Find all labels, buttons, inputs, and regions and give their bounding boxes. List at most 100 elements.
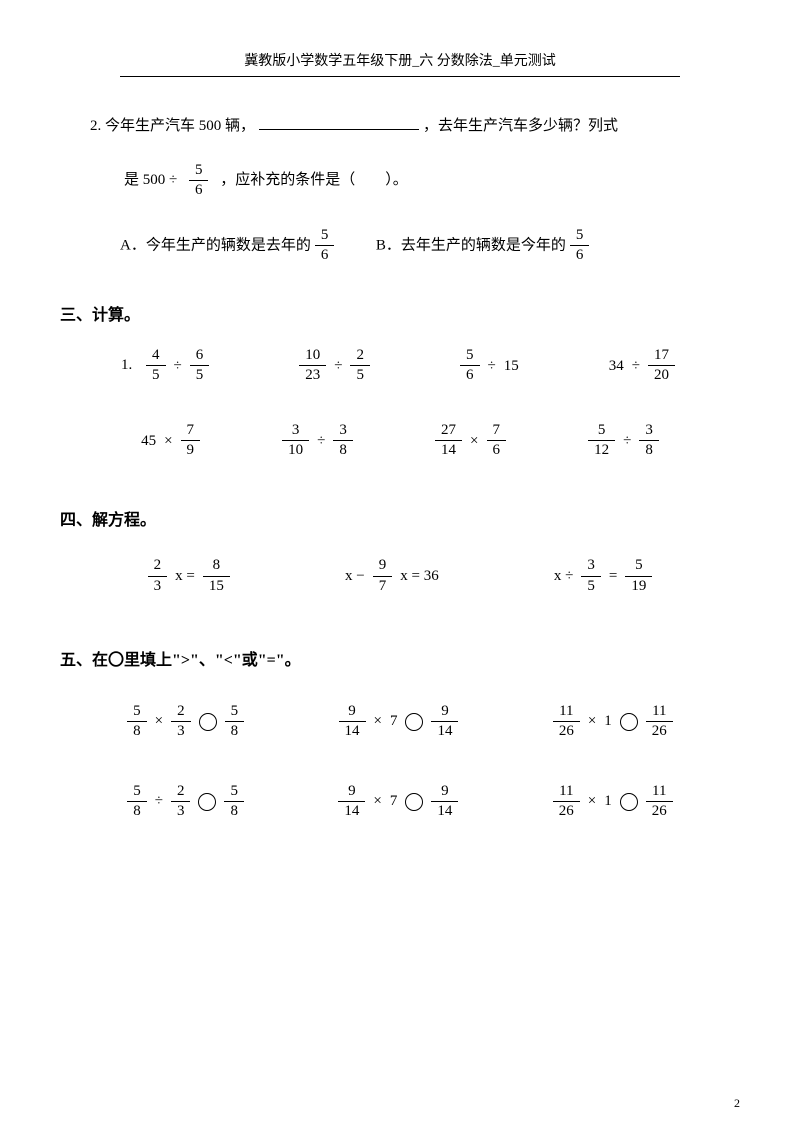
fraction: 914 — [431, 782, 458, 822]
fraction: 79 — [181, 421, 201, 461]
compare-circle — [620, 793, 638, 811]
frac-num: 11 — [553, 782, 580, 802]
operator: × — [588, 787, 596, 816]
operator: ÷ — [488, 352, 496, 381]
q2-label: 2. — [90, 118, 105, 134]
opt-b-text: 去年生产的辆数是今年的 — [401, 237, 566, 253]
q2-line2: 是 500 ÷ 5 6 ，应补充的条件是（ ）。 — [120, 161, 740, 201]
fraction: 58 — [127, 702, 147, 742]
whole-num: x = — [175, 562, 195, 591]
frac-den: 6 — [487, 440, 507, 461]
frac-den: 8 — [225, 721, 245, 742]
fraction: 38 — [333, 421, 353, 461]
compare-problem: 1126×11126 — [549, 782, 677, 822]
calc-problem: 1023÷25 — [295, 346, 374, 386]
frac-den: 3 — [171, 721, 191, 742]
frac-den: 26 — [553, 721, 580, 742]
compare-problem: 914×7914 — [335, 702, 463, 742]
frac-den: 5 — [581, 576, 601, 597]
compare-circle — [198, 793, 216, 811]
operator: ÷ — [317, 427, 325, 456]
frac-num: 9 — [431, 702, 458, 722]
frac-den: 26 — [646, 801, 673, 822]
fraction: 1126 — [553, 702, 580, 742]
compare-problem: 58×2358 — [123, 702, 248, 742]
frac-den: 20 — [648, 365, 675, 386]
compare-problem: 914×7914 — [334, 782, 462, 822]
frac-den: 26 — [646, 721, 673, 742]
q2-line1: 2. 今年生产汽车 500 辆，，去年生产汽车多少辆？列式 — [90, 112, 740, 141]
frac-den: 9 — [181, 440, 201, 461]
frac-num: 5 — [224, 782, 244, 802]
q2-frac: 5 6 — [189, 161, 209, 201]
frac-num: 7 — [181, 421, 201, 441]
frac-den: 6 — [460, 365, 480, 386]
fraction: 1126 — [646, 782, 673, 822]
operator: ÷ — [174, 352, 182, 381]
fraction: 914 — [339, 702, 366, 742]
frac-den: 14 — [338, 801, 365, 822]
frac-den: 26 — [553, 801, 580, 822]
frac-den: 15 — [203, 576, 230, 597]
fraction: 97 — [373, 556, 393, 596]
frac-den: 8 — [333, 440, 353, 461]
operator: × — [373, 787, 381, 816]
frac-den: 10 — [282, 440, 309, 461]
blank-underline — [259, 129, 419, 130]
calc-problem: 56÷15 — [456, 346, 523, 386]
whole-num: 1 — [604, 707, 612, 736]
fraction: 815 — [203, 556, 230, 596]
fraction: 512 — [588, 421, 615, 461]
fraction: 23 — [171, 782, 191, 822]
frac-num: 5 — [588, 421, 615, 441]
frac-num: 3 — [639, 421, 659, 441]
frac-num: 11 — [646, 782, 673, 802]
frac-num: 5 — [570, 226, 590, 246]
sec3-title: 三、计算。 — [60, 301, 740, 331]
calc-problem: 512÷38 — [584, 421, 663, 461]
frac-num: 4 — [146, 346, 166, 366]
frac-num: 9 — [373, 556, 393, 576]
fraction: 914 — [338, 782, 365, 822]
fraction: 58 — [224, 782, 244, 822]
frac-num: 9 — [338, 782, 365, 802]
frac-den: 19 — [625, 576, 652, 597]
page-number: 2 — [734, 1096, 740, 1111]
frac-num: 5 — [127, 782, 147, 802]
frac-den: 6 — [315, 245, 335, 266]
frac-den: 12 — [588, 440, 615, 461]
frac-num: 9 — [339, 702, 366, 722]
opt-a-label: A． — [120, 237, 146, 253]
frac-num: 11 — [553, 702, 580, 722]
frac-den: 14 — [431, 721, 458, 742]
compare-circle — [405, 713, 423, 731]
fraction: 310 — [282, 421, 309, 461]
frac-num: 3 — [333, 421, 353, 441]
frac-num: 11 — [646, 702, 673, 722]
fraction: 1720 — [648, 346, 675, 386]
compare-problem: 1126×11126 — [549, 702, 677, 742]
fraction: 1023 — [299, 346, 326, 386]
frac-num: 10 — [299, 346, 326, 366]
frac-den: 8 — [224, 801, 244, 822]
sec5-title: 五、在〇里填上">"、"<"或"="。 — [60, 646, 740, 676]
fraction: 1126 — [553, 782, 580, 822]
frac-den: 8 — [639, 440, 659, 461]
frac-den: 8 — [127, 801, 147, 822]
frac-num: 2 — [171, 702, 191, 722]
fraction: 25 — [350, 346, 370, 386]
fraction: 45 — [146, 346, 166, 386]
frac-num: 27 — [435, 421, 462, 441]
fraction: 58 — [127, 782, 147, 822]
operator: × — [588, 707, 596, 736]
whole-num: 7 — [390, 707, 398, 736]
q2-line2-b: ，应补充的条件是（ ）。 — [220, 166, 408, 195]
frac-den: 5 — [190, 365, 210, 386]
opt-b-label: B． — [376, 237, 401, 253]
fraction: 1126 — [646, 702, 673, 742]
calc-problem: 2714×76 — [431, 421, 510, 461]
frac-den: 5 — [146, 365, 166, 386]
whole-num: 45 — [141, 427, 156, 456]
frac-num: 3 — [282, 421, 309, 441]
fraction: 23 — [148, 556, 168, 596]
